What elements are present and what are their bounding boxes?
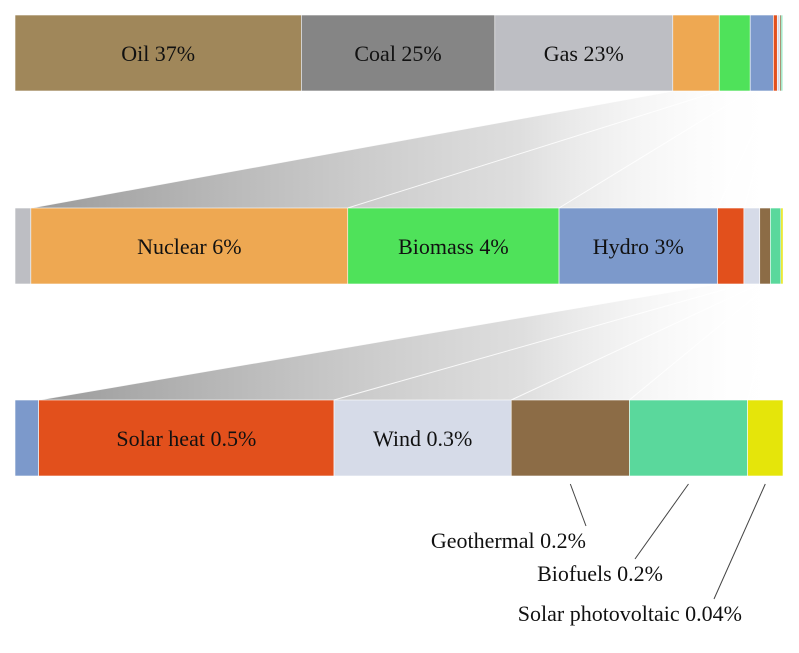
bar-segment-solar-photovoltaic-level-2	[780, 207, 784, 285]
bar-segment-wind-level-1	[776, 14, 780, 92]
zoom-guide-line-solar-photovoltaic-2	[747, 283, 782, 401]
bar-segment-geothermal-level-3	[510, 399, 630, 477]
bar-segment-biofuels-level-2	[770, 207, 782, 285]
callout-line-geothermal	[569, 483, 587, 527]
bar-segment-biomass-level-2	[347, 207, 560, 285]
bar-segment-wind-level-3	[333, 399, 512, 477]
bar-segment-oil-level-1	[14, 14, 302, 92]
bar-segment-hydro-level-1	[749, 14, 774, 92]
callout-labels: Geothermal 0.2% Biofuels 0.2% Solar photov…	[431, 483, 766, 626]
bar-segment-solar-photovoltaic-level-3	[747, 399, 784, 477]
segment-label-oil-level-1: Oil 37%	[121, 41, 195, 66]
segment-label-solar-heat-level-3: Solar heat 0.5%	[116, 426, 256, 451]
callout-line-biofuels	[634, 483, 689, 560]
zoom-guide-line-biomass-1	[347, 90, 720, 209]
callout-label-geothermal: Geothermal 0.2%	[431, 528, 586, 553]
zoom-guide-line-geothermal-1	[759, 90, 781, 209]
bar-segment-coal-level-1	[301, 14, 496, 92]
bar-segment-gas-level-2	[14, 207, 32, 285]
segment-label-coal-level-1: Coal 25%	[354, 41, 441, 66]
bar-segment-solar-heat-level-1	[773, 14, 778, 92]
callout-line-solar-photovoltaic	[713, 483, 766, 600]
zoom-guide-line-hydro-1	[558, 90, 751, 209]
bar-segment-biofuels-level-3	[629, 399, 748, 477]
zoom-guide-line-biofuels-1	[769, 90, 782, 209]
bar-segment-nuclear-level-1	[672, 14, 720, 92]
zoom-wedge-2	[38, 284, 784, 400]
segment-label-nuclear-level-2: Nuclear 6%	[137, 234, 241, 259]
bar-levels	[14, 14, 784, 477]
bar-segment-solar-heat-level-2	[717, 207, 745, 285]
segment-label-hydro-level-2: Hydro 3%	[593, 234, 684, 259]
zoom-guide-line-solar-heat-1	[717, 90, 774, 209]
zoom-guide-line-solar-photovoltaic-1	[780, 90, 784, 209]
bar-segment-geothermal-level-2	[759, 207, 771, 285]
bar-segment-hydro-level-3	[14, 399, 39, 477]
segment-label-gas-level-1: Gas 23%	[544, 41, 624, 66]
zoom-connectors	[30, 90, 784, 401]
zoom-guide-line-geothermal-2	[511, 283, 760, 401]
callout-label-solar-photovoltaic: Solar photovoltaic 0.04%	[518, 601, 742, 626]
bar-segment-nuclear-level-2	[30, 207, 349, 285]
zoom-guide-line-solar-heat-2	[38, 283, 718, 401]
segment-labels: Oil 37% Coal 25% Gas 23% Nuclear 6% Biomass …	[116, 41, 683, 451]
segment-label-biomass-level-2: Biomass 4%	[398, 234, 509, 259]
zoom-guide-line-wind-1	[743, 90, 778, 209]
bar-segment-hydro-level-2	[558, 207, 718, 285]
bar-segment-biomass-level-1	[718, 14, 751, 92]
zoom-guide-line-nuclear-1	[30, 90, 673, 209]
zoom-wedge-1	[30, 91, 783, 208]
zoom-guide-line-wind-2	[333, 283, 745, 401]
callout-label-biofuels: Biofuels 0.2%	[537, 561, 663, 586]
bar-segment-wind-level-2	[743, 207, 761, 285]
zoom-guide-line-biofuels-2	[629, 283, 771, 401]
segment-label-wind-level-3: Wind 0.3%	[373, 426, 472, 451]
bar-segment-gas-level-1	[494, 14, 674, 92]
